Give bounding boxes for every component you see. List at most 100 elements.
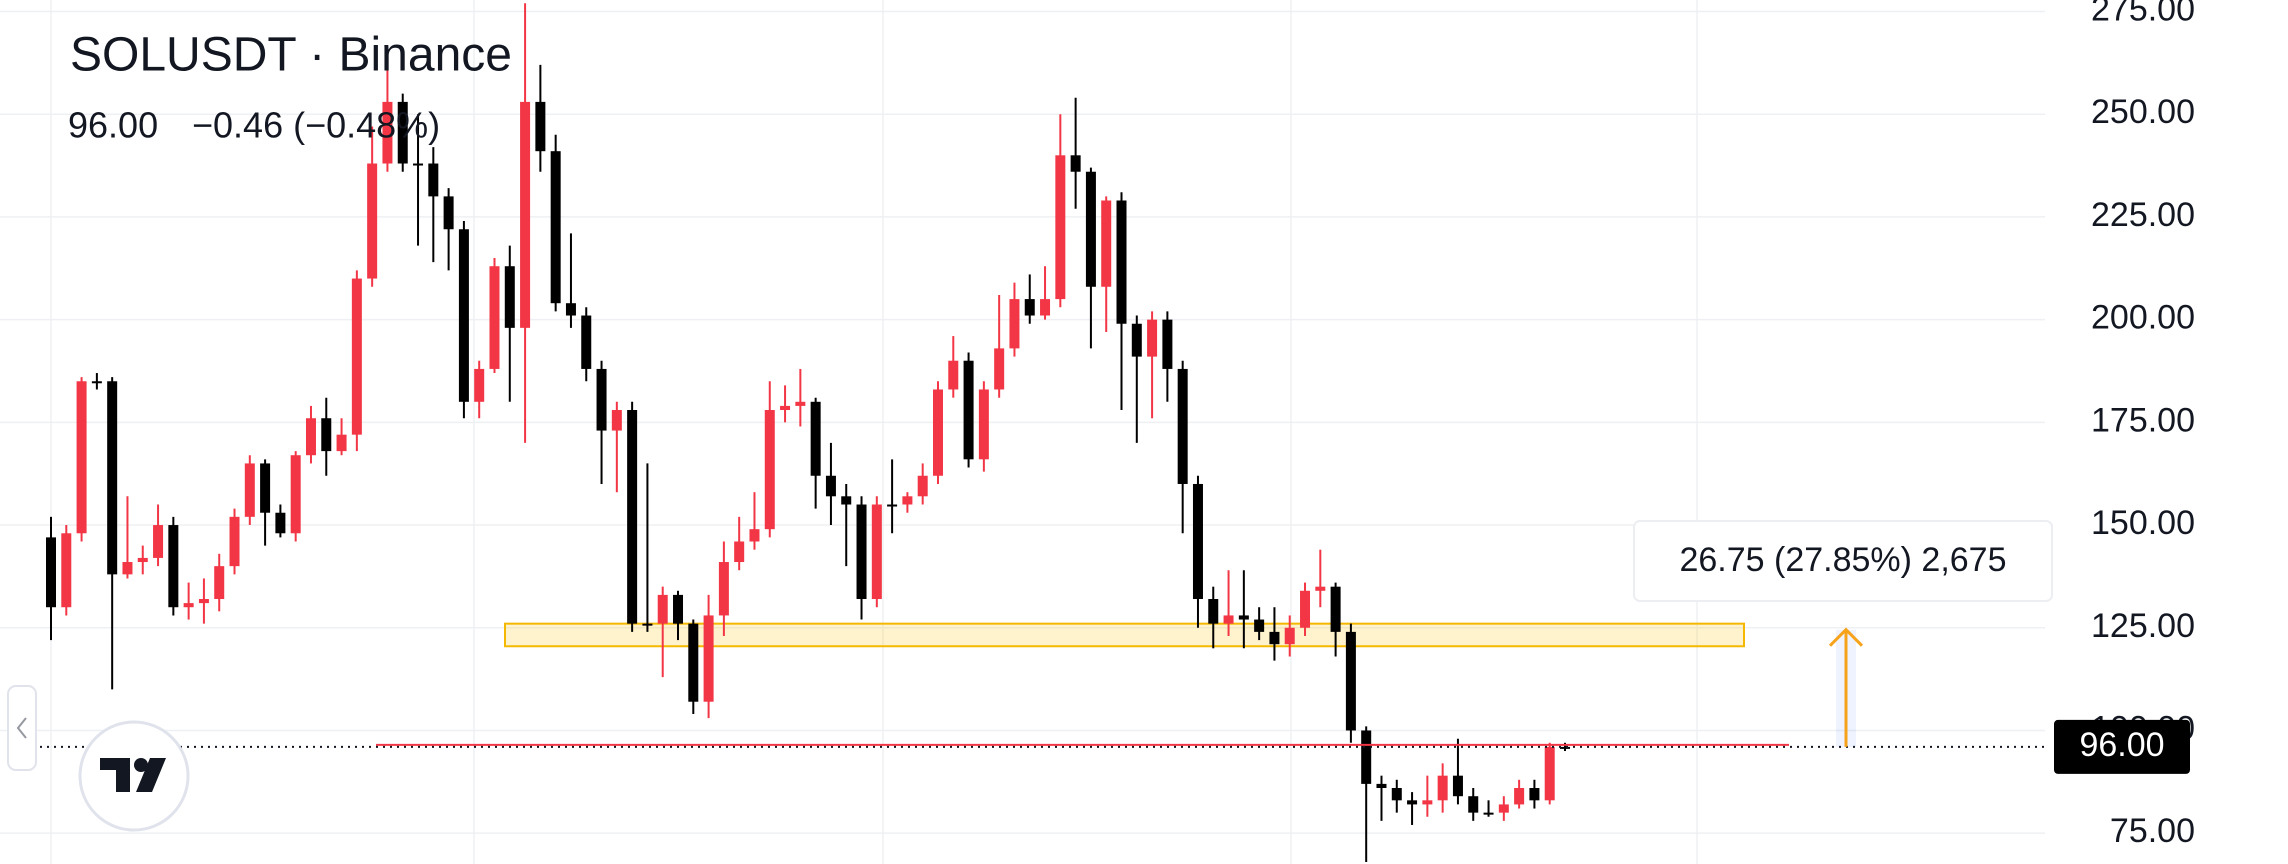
candle-body	[734, 541, 745, 563]
candle-body	[229, 516, 240, 567]
y-tick-label: 125.00	[2091, 607, 2195, 645]
candle-body	[856, 504, 867, 600]
candle-body	[413, 163, 424, 166]
candle-body	[581, 315, 592, 369]
candle-body	[474, 368, 485, 402]
candle-body	[1085, 171, 1096, 287]
candle-body	[1483, 812, 1494, 815]
candle-body	[504, 266, 515, 328]
measure-label: 26.75 (27.85%) 2,675	[1679, 541, 2006, 579]
candle-body	[535, 101, 546, 152]
candle-body	[1376, 783, 1387, 788]
candle-body	[627, 410, 638, 624]
candle-body	[351, 278, 362, 435]
candle-body	[657, 594, 668, 624]
candle-body	[1116, 200, 1127, 324]
candle-body	[458, 229, 469, 402]
candle-body	[948, 360, 959, 390]
candle-body	[1009, 299, 1020, 349]
y-tick-label: 200.00	[2091, 299, 2195, 337]
side-handle[interactable]	[7, 685, 37, 771]
header: SOLUSDT · Binance 96.00 −0.46 (−0.48%)	[68, 29, 512, 146]
candle-body	[275, 512, 286, 534]
candle-body	[46, 537, 56, 608]
candle-body	[871, 504, 882, 600]
candle-body	[1498, 804, 1509, 813]
price-badge-label: 96.00	[2079, 726, 2164, 764]
candle-body	[198, 599, 209, 604]
candle-body	[1560, 746, 1570, 749]
candle-body	[1254, 619, 1265, 632]
logo[interactable]	[78, 720, 190, 832]
candle-body	[1345, 631, 1356, 731]
candle-body	[168, 525, 179, 608]
candle-body	[1330, 586, 1341, 632]
candle-body	[1269, 631, 1280, 645]
candle-body	[1407, 800, 1418, 805]
candle-body	[153, 525, 164, 558]
candle-body	[137, 557, 148, 563]
candle-body	[244, 463, 255, 517]
candle-body	[76, 381, 87, 534]
candle-body	[642, 623, 653, 626]
candle-body	[1284, 627, 1295, 645]
candle-body	[764, 410, 775, 530]
candle-body	[305, 418, 316, 456]
y-tick-label: 225.00	[2091, 196, 2195, 234]
candle-body	[688, 623, 699, 702]
candle-body	[1361, 730, 1372, 784]
candle-body	[749, 529, 760, 542]
candle-body	[1192, 483, 1203, 600]
candle-body	[1223, 615, 1234, 624]
candle-body	[321, 418, 332, 452]
candle-body	[1452, 775, 1463, 797]
candle-body	[1101, 200, 1112, 287]
candle-body	[214, 566, 225, 600]
measure-arrowhead	[1828, 627, 1864, 647]
collapse-button[interactable]	[7, 685, 37, 771]
price-badge	[2054, 719, 2190, 774]
candle-body	[902, 496, 913, 505]
candle-body	[565, 303, 576, 316]
candle-body	[428, 163, 439, 197]
candle-body	[825, 475, 836, 497]
candle-body	[795, 401, 806, 406]
chart-title: SOLUSDT · Binance	[70, 29, 512, 82]
candle-body	[1315, 586, 1326, 591]
candle-body	[260, 463, 271, 513]
candle-body	[1529, 787, 1540, 801]
candle-body	[596, 368, 607, 431]
candle-body	[1238, 615, 1249, 620]
candle-body	[61, 533, 72, 608]
candle-body	[1391, 787, 1402, 801]
candle-body	[1147, 319, 1158, 357]
candle-body	[520, 101, 531, 328]
candle-body	[841, 496, 852, 505]
logo-circle[interactable]	[78, 720, 190, 832]
candle-body	[1024, 299, 1035, 316]
candle-body	[887, 504, 898, 507]
candle-body	[336, 434, 347, 452]
collapse-icon	[16, 717, 27, 739]
candle-body	[963, 360, 974, 460]
candle-body	[1300, 590, 1311, 628]
candle-body	[611, 410, 622, 431]
candle-body	[1468, 796, 1479, 813]
candle-body	[1055, 155, 1066, 300]
last-price: 96.00	[68, 105, 158, 146]
candle-body	[443, 196, 454, 230]
candle-body	[91, 381, 102, 384]
candle-body	[1177, 368, 1188, 484]
candle-body	[1422, 800, 1433, 805]
candle-body	[183, 603, 194, 608]
candle-body	[1162, 319, 1173, 369]
price-change: −0.46 (−0.48%)	[192, 105, 440, 146]
candle-body	[1040, 299, 1051, 316]
candle-body	[397, 101, 408, 164]
candle-body	[673, 594, 684, 624]
candle-body	[1514, 787, 1525, 805]
y-tick-label: 75.00	[2110, 812, 2195, 850]
y-tick-label: 250.00	[2091, 93, 2195, 131]
y-tick-label: 175.00	[2091, 401, 2195, 439]
